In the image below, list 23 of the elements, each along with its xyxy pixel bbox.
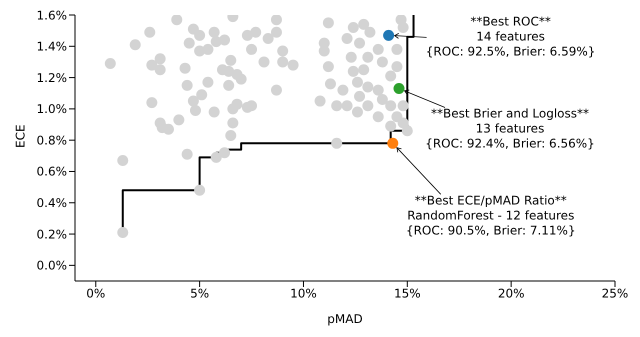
x-tick-label: 10% xyxy=(290,286,317,301)
x-tick-label: 25% xyxy=(602,286,628,301)
y-tick-label: 0.8% xyxy=(36,133,67,148)
x-tick-label: 5% xyxy=(190,286,210,301)
x-tick-label: 15% xyxy=(394,286,421,301)
point xyxy=(394,83,404,94)
y-tick-label: 0.4% xyxy=(36,196,67,210)
y-tick-label: 1.6% xyxy=(36,8,67,22)
x-tick-label: 20% xyxy=(498,286,524,301)
annotation: **Best ECE/pMAD Ratio** RandomForest - 12 features {ROC: 90.5%, Brier: 7.11%} xyxy=(406,193,576,238)
y-tick-label: 0.2% xyxy=(36,227,67,242)
annotation: **Best ROC** 14 features {ROC: 92.5%, Brier: 6.59%} xyxy=(426,14,596,58)
y-tick-label: 1.4% xyxy=(36,40,67,54)
annotation: **Best Brier and Logloss** 13 features {ROC: 92.4%, Brier: 6.56%} xyxy=(425,106,595,151)
y-tick-label: 0.0% xyxy=(36,258,67,273)
x-axis-title: pMAD xyxy=(327,312,363,326)
y-tick-label: 0.6% xyxy=(36,164,67,179)
point xyxy=(387,138,398,149)
y-tick-label: 1.0% xyxy=(36,102,67,116)
x-tick-label: 0% xyxy=(86,286,106,301)
y-axis-title: ECE xyxy=(13,124,28,148)
y-tick-label: 1.2% xyxy=(36,70,67,85)
point xyxy=(383,30,394,41)
